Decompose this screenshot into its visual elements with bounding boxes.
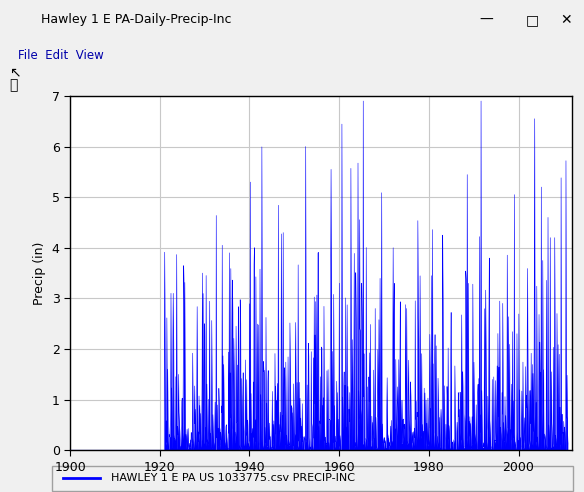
Text: □: □ [526,13,538,27]
Text: —: — [479,13,493,27]
Text: ⌕: ⌕ [9,78,18,92]
Y-axis label: Precip (in): Precip (in) [33,242,46,305]
Text: Hawley 1 E PA-Daily-Precip-Inc: Hawley 1 E PA-Daily-Precip-Inc [41,13,231,27]
Text: HAWLEY 1 E PA US 1033775.csv PRECIP-INC: HAWLEY 1 E PA US 1033775.csv PRECIP-INC [111,473,355,484]
Text: ↖: ↖ [9,65,21,80]
Text: File  Edit  View: File Edit View [18,49,103,62]
Text: ✕: ✕ [561,13,572,27]
